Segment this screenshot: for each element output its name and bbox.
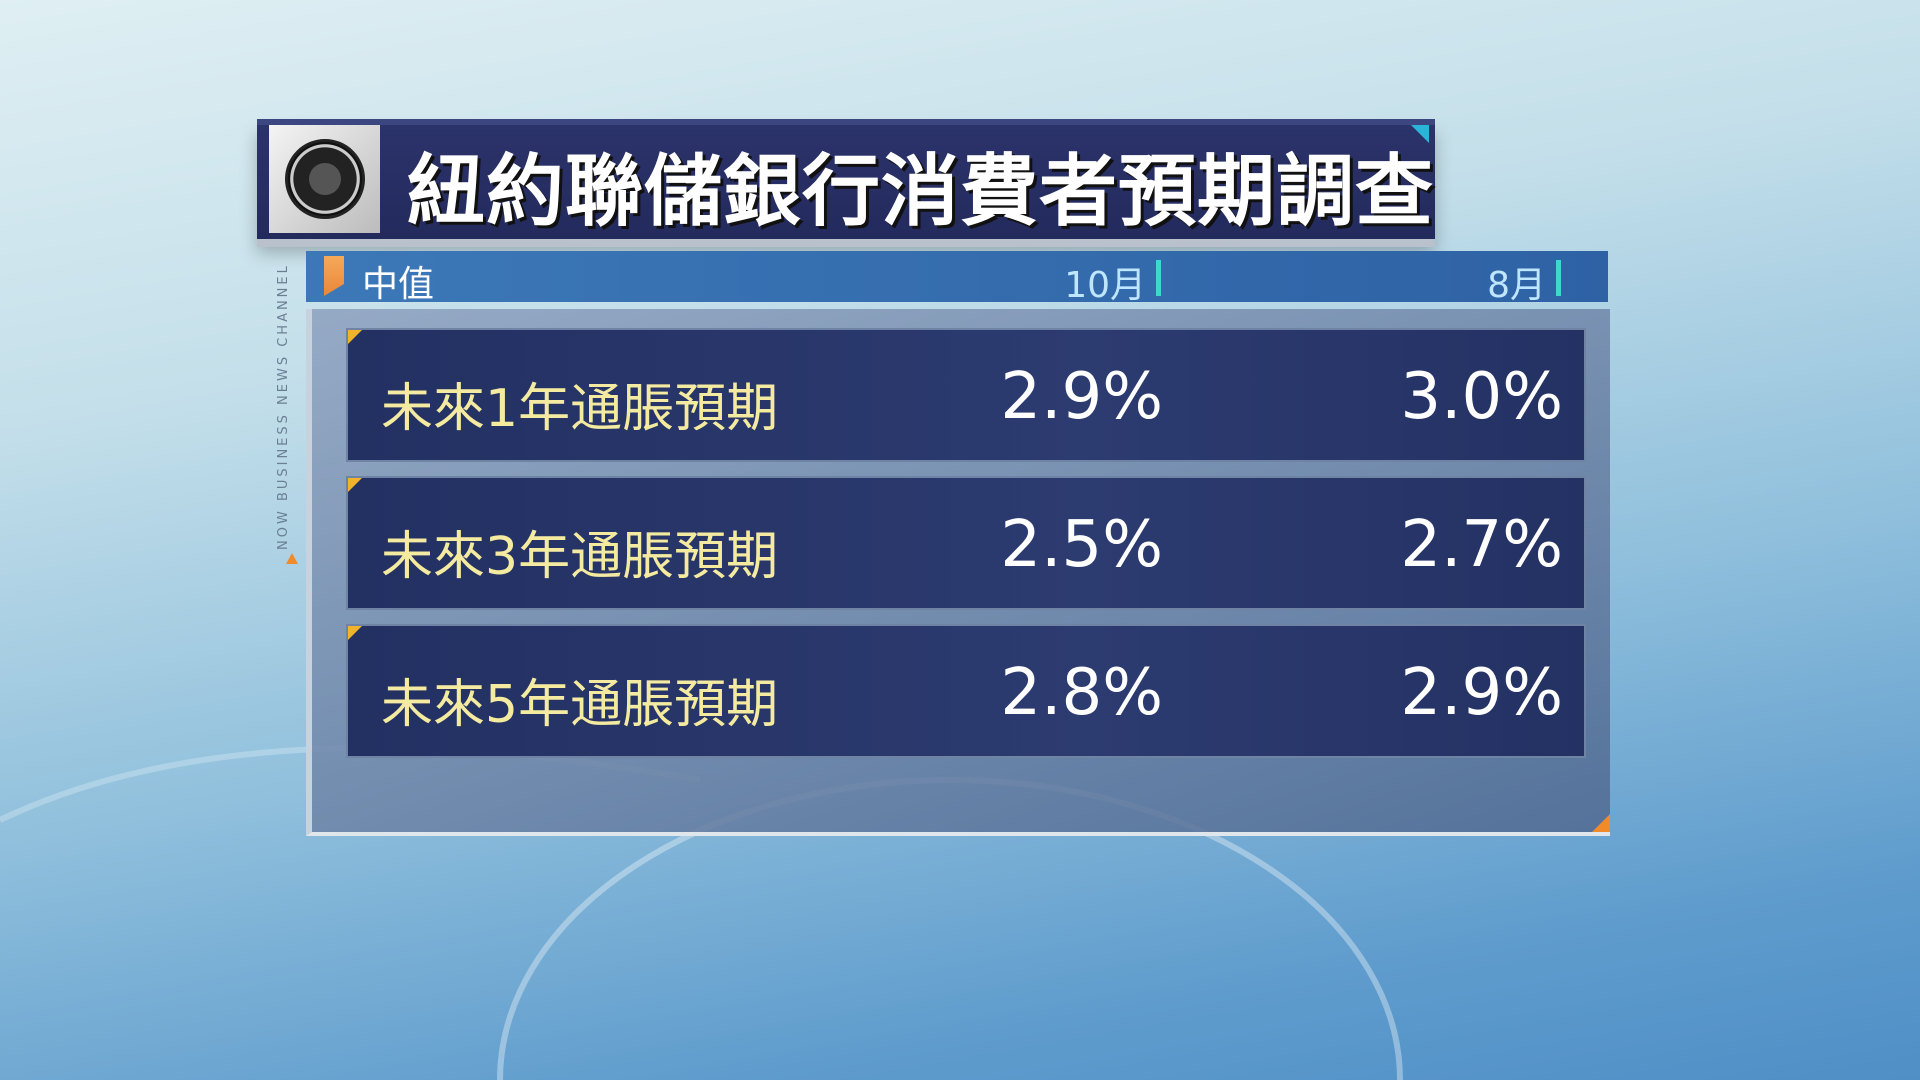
channel-watermark: NOW BUSINESS NEWS CHANNEL xyxy=(276,263,291,550)
row-label: 未來5年通脹預期 xyxy=(381,675,779,735)
corner-marker xyxy=(348,330,362,344)
row-label: 未來3年通脹預期 xyxy=(381,527,779,587)
triangle-icon xyxy=(286,553,298,564)
column-divider xyxy=(1156,260,1161,296)
value-oct: 2.9% xyxy=(1000,360,1163,434)
column-header-aug: 8月 xyxy=(1487,265,1546,306)
page-title: 紐約聯儲銀行消費者預期調查 xyxy=(407,147,1435,237)
value-aug: 2.7% xyxy=(1400,508,1563,582)
value-oct: 2.8% xyxy=(1000,656,1163,730)
table-row: 未來1年通脹預期 2.9% 3.0% xyxy=(346,328,1586,462)
data-panel: 未來1年通脹預期 2.9% 3.0% 未來3年通脹預期 2.5% 2.7% 未來… xyxy=(306,309,1610,836)
logo-box xyxy=(269,125,380,233)
corner-marker xyxy=(348,478,362,492)
table-row: 未來5年通脹預期 2.8% 2.9% xyxy=(346,624,1586,758)
federal-reserve-seal-logo xyxy=(284,139,365,219)
value-aug: 2.9% xyxy=(1400,656,1563,730)
column-header-oct: 10月 xyxy=(1064,265,1146,306)
value-oct: 2.5% xyxy=(1000,508,1163,582)
table-row: 未來3年通脹預期 2.5% 2.7% xyxy=(346,476,1586,610)
header-label: 中值 xyxy=(362,264,435,305)
title-bar: 紐約聯儲銀行消費者預期調查 xyxy=(257,119,1435,239)
table-header: 中值 10月 8月 xyxy=(306,251,1608,306)
corner-accent xyxy=(1411,125,1429,143)
corner-accent xyxy=(1592,814,1610,832)
row-label: 未來1年通脹預期 xyxy=(381,379,779,439)
value-aug: 3.0% xyxy=(1400,360,1563,434)
flag-icon xyxy=(324,256,344,296)
column-divider xyxy=(1556,260,1561,296)
corner-marker xyxy=(348,626,362,640)
